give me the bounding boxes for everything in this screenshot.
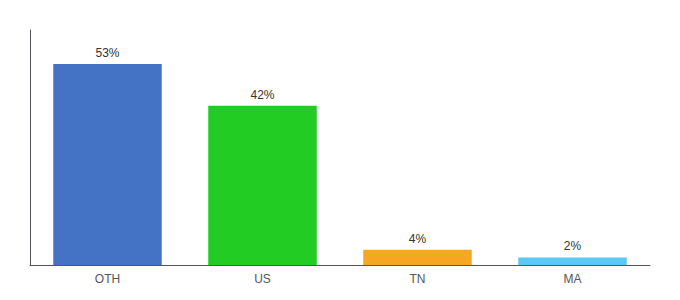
- svg-text:TN: TN: [410, 272, 426, 286]
- svg-text:42%: 42%: [250, 88, 274, 102]
- svg-text:53%: 53%: [95, 46, 119, 60]
- svg-text:US: US: [254, 272, 271, 286]
- svg-text:2%: 2%: [564, 239, 582, 253]
- svg-text:MA: MA: [564, 272, 582, 286]
- svg-text:4%: 4%: [409, 232, 427, 246]
- svg-text:OTH: OTH: [95, 272, 120, 286]
